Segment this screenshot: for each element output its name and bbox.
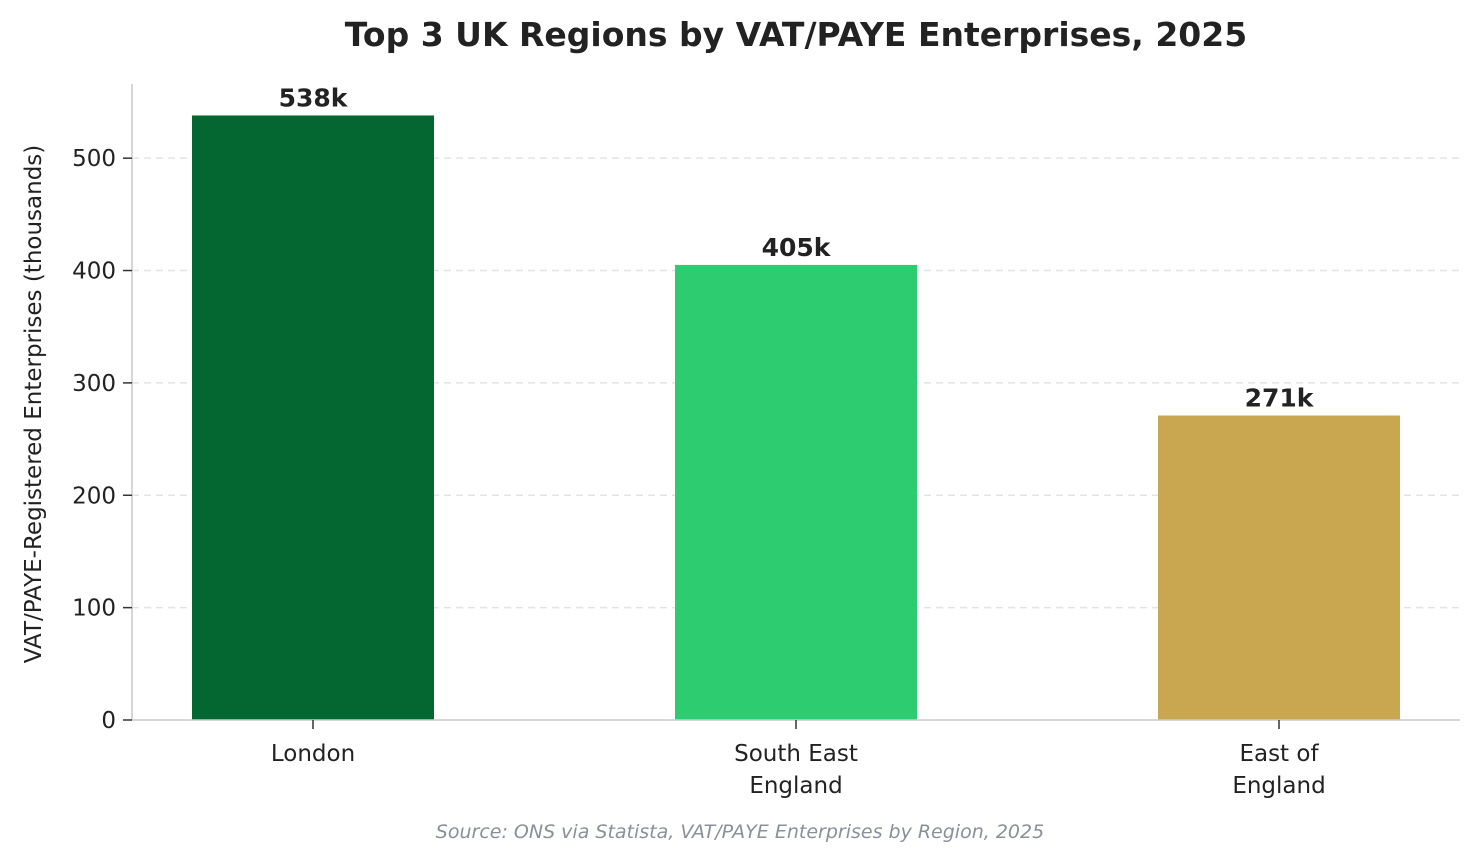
y-tick-label: 200 [72, 483, 116, 509]
y-ticks: 0 100 200 300 400 500 [72, 146, 132, 734]
data-labels: 538k 405k 271k [279, 83, 1315, 412]
y-tick-label: 400 [72, 259, 116, 285]
source-note: Source: ONS via Statista, VAT/PAYE Enter… [436, 821, 1044, 843]
bar [675, 264, 917, 720]
bars [192, 115, 1400, 721]
x-ticks: London South East England East of England [271, 720, 1326, 799]
y-tick-label: 300 [72, 371, 116, 397]
bar-value-label: 538k [279, 83, 349, 112]
bar [192, 115, 434, 721]
y-tick-label: 0 [101, 708, 116, 734]
x-tick-label: South East [734, 741, 858, 767]
y-tick-label: 500 [72, 146, 116, 172]
x-tick-label: East of [1239, 741, 1319, 767]
bar-value-label: 405k [762, 233, 832, 262]
y-axis-label: VAT/PAYE-Registered Enterprises (thousan… [21, 145, 47, 664]
x-tick-label: England [1232, 773, 1325, 799]
x-tick-label: England [749, 773, 842, 799]
bar-value-label: 271k [1245, 383, 1315, 412]
x-tick-label: London [271, 741, 355, 767]
bar [1158, 415, 1400, 720]
chart-title: Top 3 UK Regions by VAT/PAYE Enterprises… [345, 15, 1247, 54]
y-tick-label: 100 [72, 596, 116, 622]
